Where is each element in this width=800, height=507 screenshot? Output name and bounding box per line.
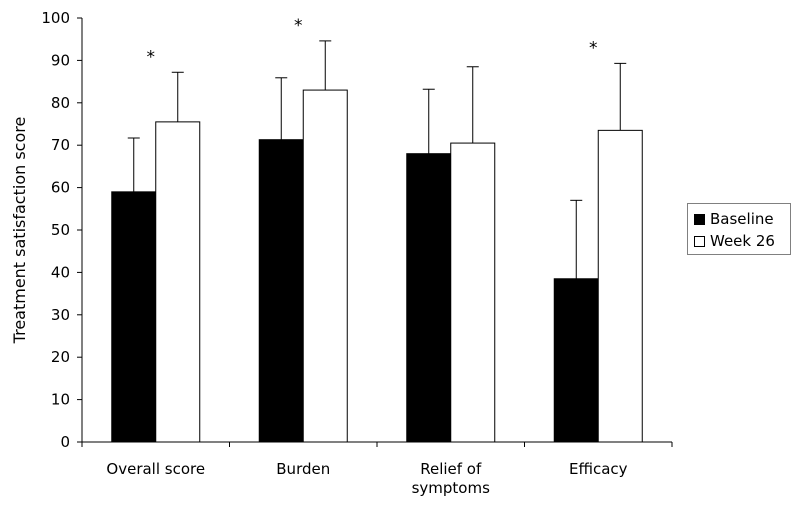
bar-week-26-overall-score bbox=[155, 121, 201, 443]
y-tick-label: 90 bbox=[51, 51, 70, 69]
significance-mark-burden: * bbox=[294, 16, 303, 36]
y-axis-title: Treatment satisfaction score bbox=[10, 117, 29, 345]
y-tick-label: 0 bbox=[60, 433, 70, 451]
bar-baseline-overall-score bbox=[111, 191, 157, 443]
significance-mark-efficacy: * bbox=[589, 38, 598, 58]
error-bars bbox=[127, 40, 627, 279]
significance-mark-overall-score: * bbox=[147, 47, 156, 67]
bars bbox=[111, 89, 643, 443]
bar-week-26-efficacy bbox=[597, 129, 643, 443]
x-tick-label-overall-score: Overall score bbox=[106, 460, 205, 478]
y-tick-label: 100 bbox=[41, 9, 70, 27]
legend-swatch-baseline bbox=[694, 213, 705, 225]
y-tick-label: 40 bbox=[51, 263, 70, 281]
x-tick-label-burden: Burden bbox=[276, 460, 330, 478]
y-tick-label: 30 bbox=[51, 306, 70, 324]
legend-swatch-week-26 bbox=[694, 235, 705, 247]
legend-label-week-26: Week 26 bbox=[710, 232, 775, 250]
bar-baseline-efficacy bbox=[553, 278, 599, 443]
bar-baseline-relief-of-symptoms bbox=[406, 153, 452, 443]
x-axis: Overall score Burden Relief of symptoms Effi… bbox=[81, 441, 673, 497]
y-tick-label: 50 bbox=[51, 221, 70, 239]
y-tick-label: 20 bbox=[51, 348, 70, 366]
y-axis: 0 10 20 30 40 50 60 70 80 90 100 bbox=[41, 9, 83, 451]
bar-week-26-relief-of-symptoms bbox=[450, 142, 496, 443]
y-tick-label: 80 bbox=[51, 94, 70, 112]
bar-baseline-burden bbox=[258, 139, 304, 443]
legend: Baseline Week 26 bbox=[687, 203, 791, 255]
legend-label-baseline: Baseline bbox=[710, 210, 774, 228]
y-tick-label: 10 bbox=[51, 391, 70, 409]
x-tick-label-relief-of-symptoms: Relief of symptoms bbox=[412, 460, 490, 497]
bar-week-26-burden bbox=[302, 89, 348, 443]
significance-annotations: * * * bbox=[147, 16, 598, 67]
x-tick-label-efficacy: Efficacy bbox=[569, 460, 628, 478]
legend-item-baseline: Baseline bbox=[694, 209, 774, 229]
y-tick-label: 70 bbox=[51, 136, 70, 154]
y-tick-label: 60 bbox=[51, 179, 70, 197]
legend-item-week-26: Week 26 bbox=[694, 231, 775, 251]
